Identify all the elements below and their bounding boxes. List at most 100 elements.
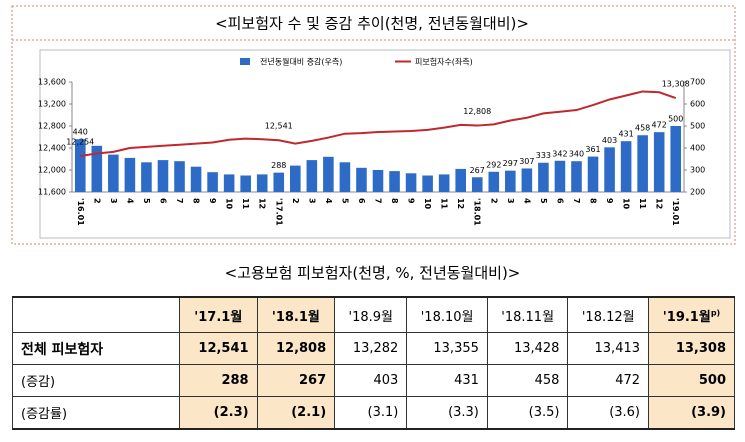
chart: <피보험자 수 및 증감 추이(천명, 전년동월대비)> 11,600 12,00… bbox=[11, 5, 736, 245]
y-tick-label: 12,000 bbox=[38, 166, 66, 175]
data-label: 361 bbox=[585, 145, 600, 154]
bar bbox=[323, 156, 334, 192]
x-tick-label: 12 bbox=[456, 198, 465, 209]
table-cell: (2.3) bbox=[179, 396, 258, 430]
bar bbox=[207, 172, 218, 192]
data-label: 12,808 bbox=[463, 107, 491, 116]
x-tick-label: 9 bbox=[407, 198, 416, 204]
bar bbox=[587, 156, 599, 192]
x-tick-label: 9 bbox=[208, 198, 217, 204]
bar bbox=[74, 139, 86, 192]
x-tick-label: 9 bbox=[605, 198, 614, 204]
table-cell: 500 bbox=[648, 364, 735, 397]
y-tick-label: 13,200 bbox=[38, 100, 66, 109]
y2-tick-label: 600 bbox=[690, 100, 705, 109]
table-cell: (3.5) bbox=[486, 396, 569, 430]
table-row: 전체 피보험자 12,541 12,808 13,282 13,355 13,428 13,… bbox=[12, 332, 735, 365]
x-tick-label: 10 bbox=[423, 198, 432, 210]
table-cell: 431 bbox=[406, 364, 488, 397]
data-label: 403 bbox=[602, 136, 617, 145]
bar bbox=[190, 166, 202, 192]
chart-frame bbox=[11, 5, 736, 245]
data-label: 13,308 bbox=[662, 80, 690, 89]
bar bbox=[91, 145, 103, 192]
data-label: 472 bbox=[652, 121, 667, 130]
table-row: (증감) 288 267 403 431 458 472 500 bbox=[12, 364, 735, 397]
y2-tick-label: 200 bbox=[690, 188, 705, 197]
bar bbox=[438, 174, 450, 192]
x-tick-label: 10 bbox=[622, 198, 631, 210]
header-cell: '18.12월 bbox=[567, 296, 650, 333]
bar bbox=[240, 175, 251, 192]
x-tick-label: 2 bbox=[291, 198, 300, 204]
bar bbox=[422, 175, 433, 192]
header-row: '17.1월 '18.1월 '18.9월 '18.10월 '18.11월 '18.12월 '… bbox=[12, 296, 735, 333]
x-tick-label: 6 bbox=[357, 198, 366, 204]
table-cell: (2.1) bbox=[256, 396, 336, 430]
data-label: 288 bbox=[271, 161, 286, 170]
table-cell: 12,808 bbox=[256, 332, 336, 365]
table-cell: (증감률) bbox=[12, 396, 180, 430]
table-cell: 13,413 bbox=[567, 332, 650, 365]
y2-tick-label: 500 bbox=[690, 122, 705, 131]
table-cell: 267 bbox=[256, 364, 336, 397]
header-cell: '18.11월 bbox=[486, 296, 569, 333]
bar bbox=[157, 160, 169, 192]
header-text: '18.11월 bbox=[501, 309, 555, 325]
bar bbox=[604, 147, 615, 192]
bar bbox=[124, 157, 136, 192]
header-cell: '19.1월p) bbox=[648, 296, 735, 333]
legend-swatch bbox=[240, 58, 250, 65]
x-tick-label: 6 bbox=[555, 198, 564, 204]
table-cell: 403 bbox=[334, 364, 408, 397]
x-tick-label: '17.01 bbox=[274, 198, 283, 226]
x-tick-label: 4 bbox=[324, 198, 333, 204]
header-cell: '18.1월 bbox=[256, 296, 336, 333]
table-cell: (3.9) bbox=[648, 396, 735, 430]
header-text: '18.9월 bbox=[348, 309, 393, 325]
table-cell: 12,541 bbox=[179, 332, 258, 365]
x-tick-label: 3 bbox=[109, 198, 118, 204]
bar bbox=[653, 132, 665, 192]
bar bbox=[538, 162, 549, 192]
x-tick-label: 12 bbox=[258, 198, 267, 209]
x-tick-label: 8 bbox=[390, 198, 399, 204]
data-label: 340 bbox=[569, 150, 584, 159]
x-tick-label: 8 bbox=[589, 198, 598, 204]
bar bbox=[256, 174, 268, 192]
x-tick-label: 8 bbox=[192, 198, 201, 204]
table-cell: (3.3) bbox=[406, 396, 488, 430]
table-row: (증감률) (2.3) (2.1) (3.1) (3.3) (3.5) (3.6) (3.9) bbox=[12, 396, 735, 430]
bar bbox=[372, 170, 384, 192]
x-tick-label: '19.01 bbox=[671, 198, 680, 226]
legend-label: 전년동월대비 증감(우측) bbox=[260, 57, 342, 67]
bar bbox=[554, 160, 566, 192]
bar bbox=[471, 177, 483, 192]
table: '17.1월 '18.1월 '18.9월 '18.10월 '18.11월 '18.12월 '… bbox=[12, 296, 735, 430]
bar bbox=[571, 161, 582, 192]
header-text: '18.1월 bbox=[271, 309, 320, 325]
x-tick-label: 3 bbox=[506, 198, 515, 204]
bar bbox=[389, 171, 400, 192]
header-text: '17.1월 bbox=[194, 309, 243, 325]
bar bbox=[290, 165, 301, 192]
x-tick-label: 5 bbox=[539, 198, 548, 204]
x-tick-label: 2 bbox=[92, 198, 101, 204]
y-tick-label: 12,400 bbox=[38, 144, 66, 153]
table-cell: (3.6) bbox=[567, 396, 650, 430]
x-tick-label: 7 bbox=[175, 198, 184, 204]
data-label: 431 bbox=[618, 130, 633, 139]
x-tick-label: 5 bbox=[340, 198, 349, 204]
header-cell: '17.1월 bbox=[179, 296, 258, 333]
bar bbox=[620, 141, 632, 192]
data-label: 342 bbox=[552, 149, 567, 158]
chart-title: <피보험자 수 및 증감 추이(천명, 전년동월대비)> bbox=[215, 15, 529, 33]
bar bbox=[273, 172, 285, 192]
x-tick-label: 11 bbox=[638, 198, 647, 210]
y-tick-label: 11,600 bbox=[38, 188, 66, 197]
bar bbox=[637, 135, 648, 192]
bar bbox=[356, 167, 367, 192]
x-tick-label: 4 bbox=[522, 198, 531, 204]
y2-tick-label: 700 bbox=[690, 78, 705, 87]
bar bbox=[141, 162, 152, 192]
